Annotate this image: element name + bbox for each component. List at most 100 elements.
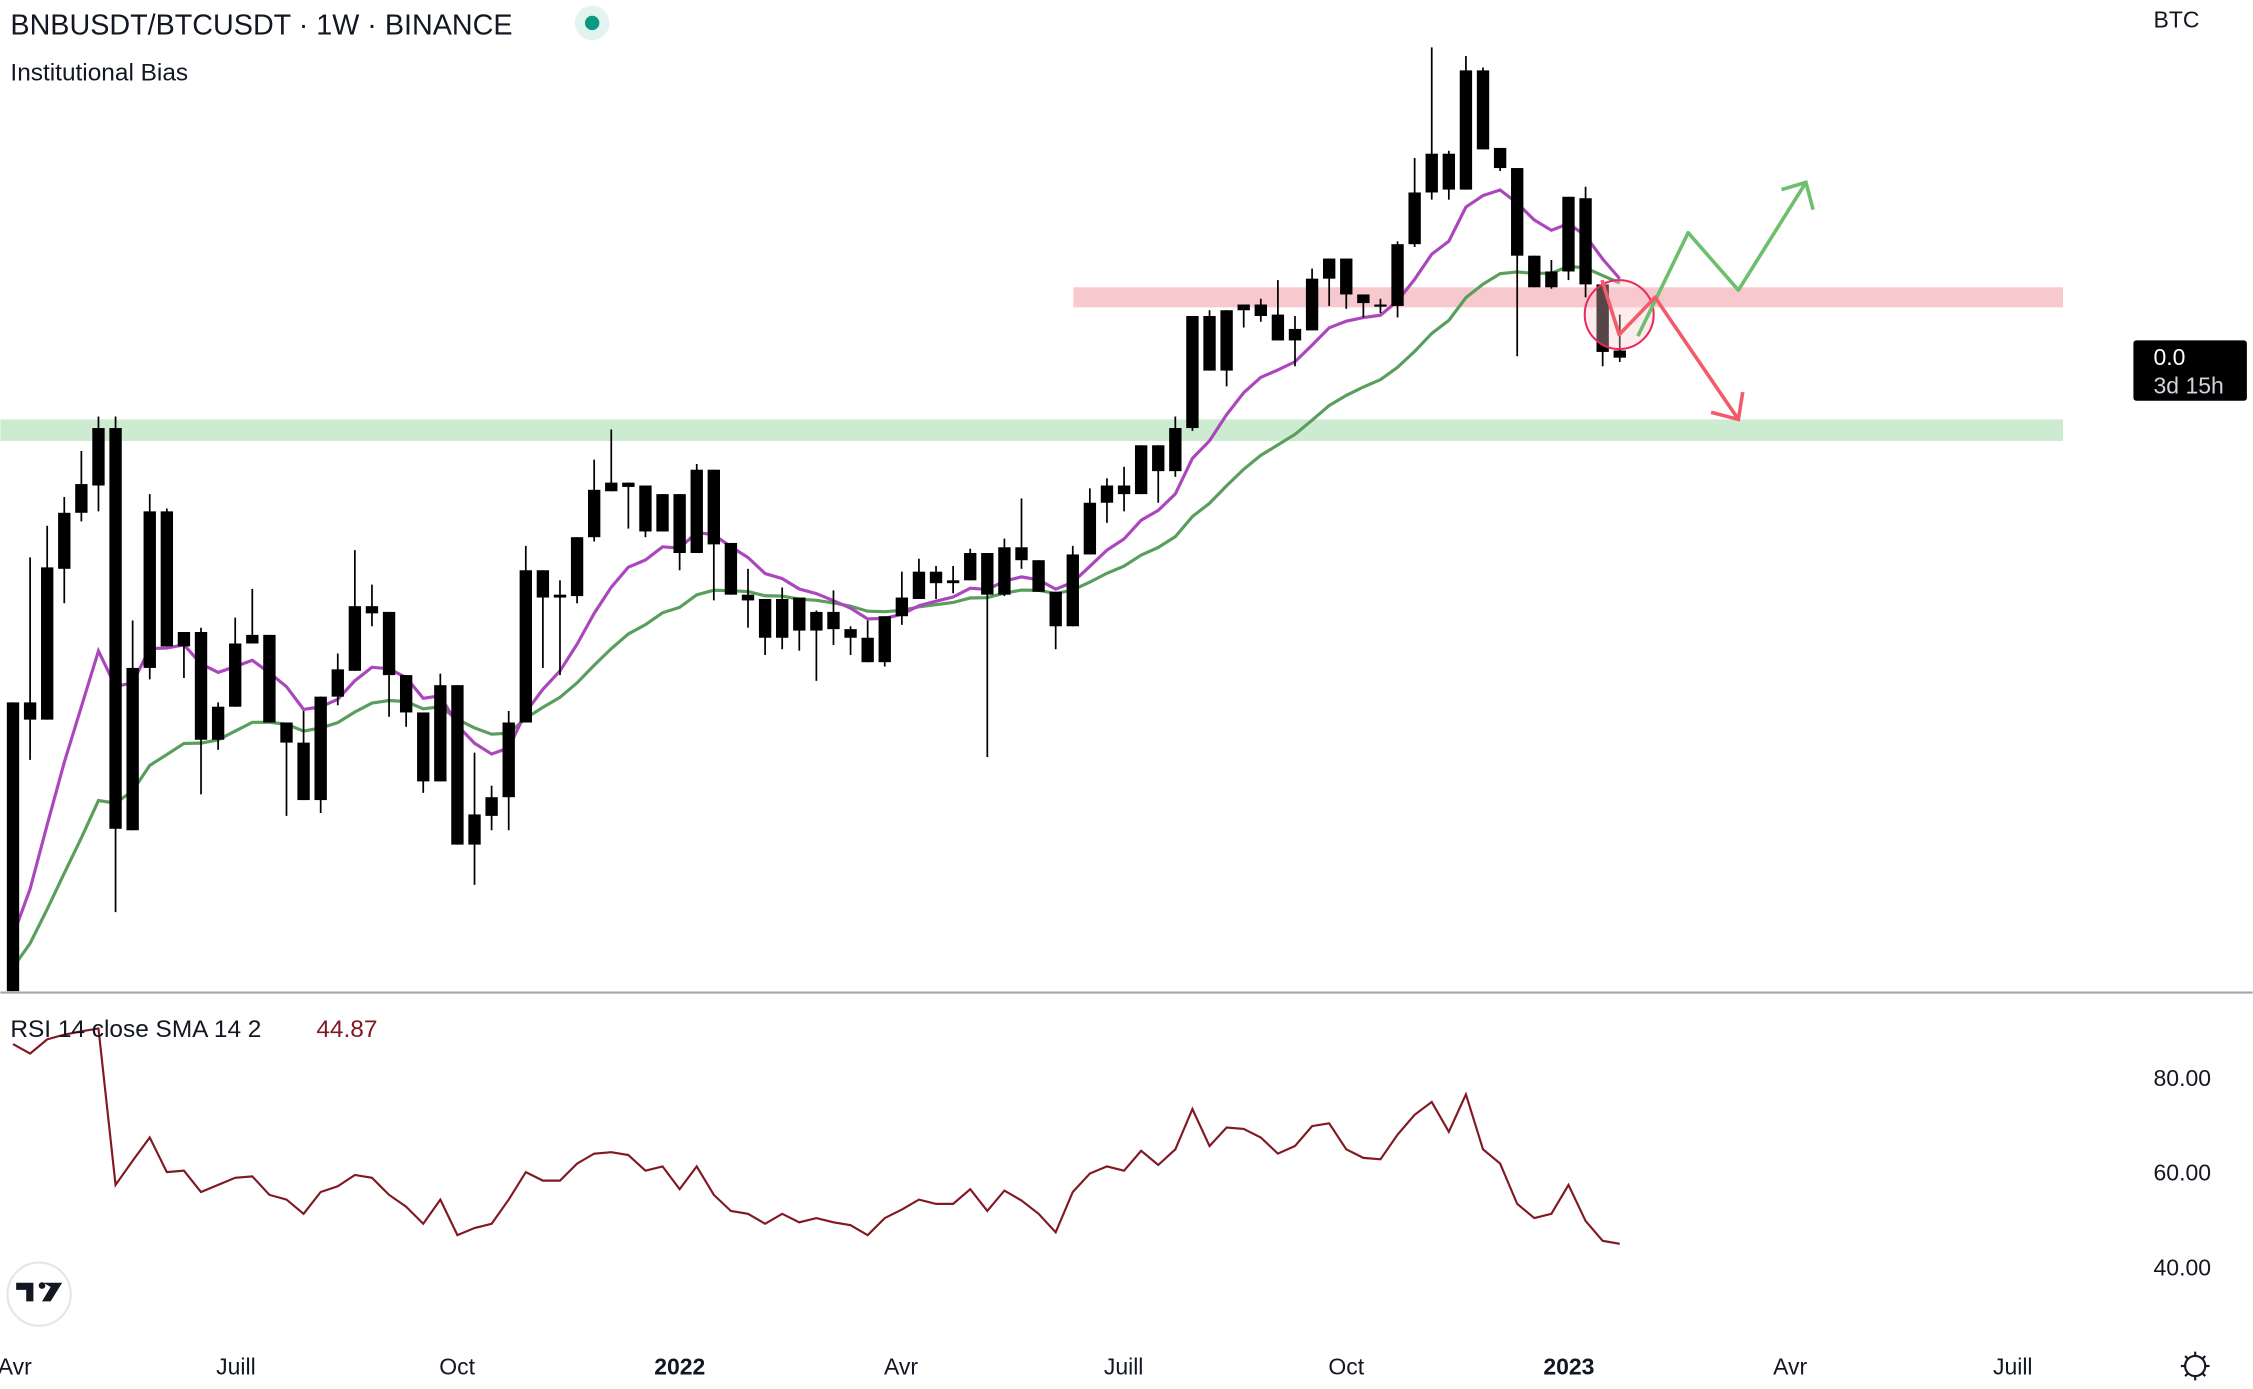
candle[interactable] xyxy=(1528,255,1541,288)
candle[interactable] xyxy=(981,553,994,757)
candle[interactable] xyxy=(109,416,122,913)
candle[interactable] xyxy=(1220,310,1233,387)
tradingview-logo[interactable] xyxy=(6,1261,72,1327)
candle[interactable] xyxy=(1596,284,1609,367)
candle[interactable] xyxy=(229,617,242,707)
candle[interactable] xyxy=(1117,466,1131,512)
candle[interactable] xyxy=(1408,158,1421,248)
candle[interactable] xyxy=(126,620,139,831)
candle[interactable] xyxy=(1254,298,1267,322)
bull-scenario-path[interactable] xyxy=(1636,181,1808,337)
candle[interactable] xyxy=(758,598,772,655)
candle[interactable] xyxy=(536,570,550,668)
candle[interactable] xyxy=(1545,259,1558,289)
candle[interactable] xyxy=(1169,416,1182,477)
candle[interactable] xyxy=(382,611,396,717)
candle[interactable] xyxy=(297,711,310,801)
candle[interactable] xyxy=(605,429,618,492)
candle[interactable] xyxy=(399,675,413,727)
candle[interactable] xyxy=(331,653,344,706)
candle[interactable] xyxy=(946,565,960,594)
candle[interactable] xyxy=(707,469,720,601)
candle[interactable] xyxy=(1425,47,1438,200)
indicator-name[interactable]: Institutional Bias xyxy=(10,59,188,86)
candle[interactable] xyxy=(1391,241,1404,318)
candle[interactable] xyxy=(263,634,276,723)
candle[interactable] xyxy=(160,508,174,647)
candle[interactable] xyxy=(177,632,191,678)
candle[interactable] xyxy=(1100,478,1114,523)
candle[interactable] xyxy=(861,620,874,663)
candle[interactable] xyxy=(246,588,259,644)
candle[interactable] xyxy=(1186,316,1199,431)
candle[interactable] xyxy=(451,685,464,845)
candle[interactable] xyxy=(1288,316,1302,367)
candle[interactable] xyxy=(1511,168,1524,357)
candle[interactable] xyxy=(844,626,857,655)
candle[interactable] xyxy=(519,545,532,723)
resistance-zone[interactable] xyxy=(1073,287,2064,308)
candle[interactable] xyxy=(878,616,891,667)
candle[interactable] xyxy=(810,610,823,681)
candle[interactable] xyxy=(1374,298,1387,314)
candle[interactable] xyxy=(690,463,703,554)
candle[interactable] xyxy=(6,702,20,992)
candle[interactable] xyxy=(1357,294,1370,318)
candle[interactable] xyxy=(314,696,327,814)
candle[interactable] xyxy=(1015,498,1028,569)
candle[interactable] xyxy=(912,558,926,599)
candle[interactable] xyxy=(434,673,447,782)
candle[interactable] xyxy=(587,459,601,542)
candle[interactable] xyxy=(964,548,977,581)
bear-scenario-path[interactable] xyxy=(1600,279,1740,421)
candle[interactable] xyxy=(895,571,909,625)
candle[interactable] xyxy=(1562,196,1575,281)
candle[interactable] xyxy=(58,496,71,604)
candle[interactable] xyxy=(1340,258,1353,309)
candle[interactable] xyxy=(280,722,293,816)
candle[interactable] xyxy=(673,494,686,571)
candle[interactable] xyxy=(1442,150,1456,200)
candle[interactable] xyxy=(1083,488,1097,555)
candle[interactable] xyxy=(211,702,225,750)
candle[interactable] xyxy=(1152,445,1165,503)
market-status-dot[interactable] xyxy=(584,15,600,31)
chart-settings-gear-icon[interactable] xyxy=(2180,1351,2210,1381)
candle[interactable] xyxy=(553,580,567,676)
candle[interactable] xyxy=(1459,56,1473,190)
candle[interactable] xyxy=(741,568,755,628)
candle[interactable] xyxy=(1032,560,1045,592)
rsi-label[interactable]: RSI 14 close SMA 14 2 xyxy=(10,1016,261,1043)
candle[interactable] xyxy=(1322,258,1336,306)
candle[interactable] xyxy=(1134,445,1148,495)
candle[interactable] xyxy=(929,565,943,599)
candle[interactable] xyxy=(1305,268,1319,331)
candle[interactable] xyxy=(468,752,481,885)
candle[interactable] xyxy=(793,597,806,651)
candle[interactable] xyxy=(1237,304,1250,328)
candle[interactable] xyxy=(639,485,652,538)
candle[interactable] xyxy=(1271,280,1285,341)
support-zone[interactable] xyxy=(0,419,2064,441)
candle[interactable] xyxy=(75,451,88,522)
candle[interactable] xyxy=(656,494,669,532)
highlight-circle[interactable] xyxy=(1583,279,1655,351)
candle[interactable] xyxy=(1049,591,1062,650)
candle[interactable] xyxy=(1066,545,1079,627)
candle[interactable] xyxy=(570,537,584,604)
candle[interactable] xyxy=(1203,310,1216,371)
candle[interactable] xyxy=(502,711,515,831)
candle[interactable] xyxy=(23,557,37,760)
candle[interactable] xyxy=(827,590,840,645)
candle[interactable] xyxy=(41,525,54,720)
candle[interactable] xyxy=(622,482,635,529)
candle[interactable] xyxy=(1476,67,1490,150)
candle[interactable] xyxy=(417,712,430,793)
candle[interactable] xyxy=(724,542,738,595)
candle[interactable] xyxy=(1579,186,1592,298)
symbol-title[interactable]: BNBUSDT/BTCUSDT · 1W · BINANCE xyxy=(10,9,512,41)
candle[interactable] xyxy=(92,416,105,512)
candle[interactable] xyxy=(194,627,208,795)
candle[interactable] xyxy=(365,584,379,627)
